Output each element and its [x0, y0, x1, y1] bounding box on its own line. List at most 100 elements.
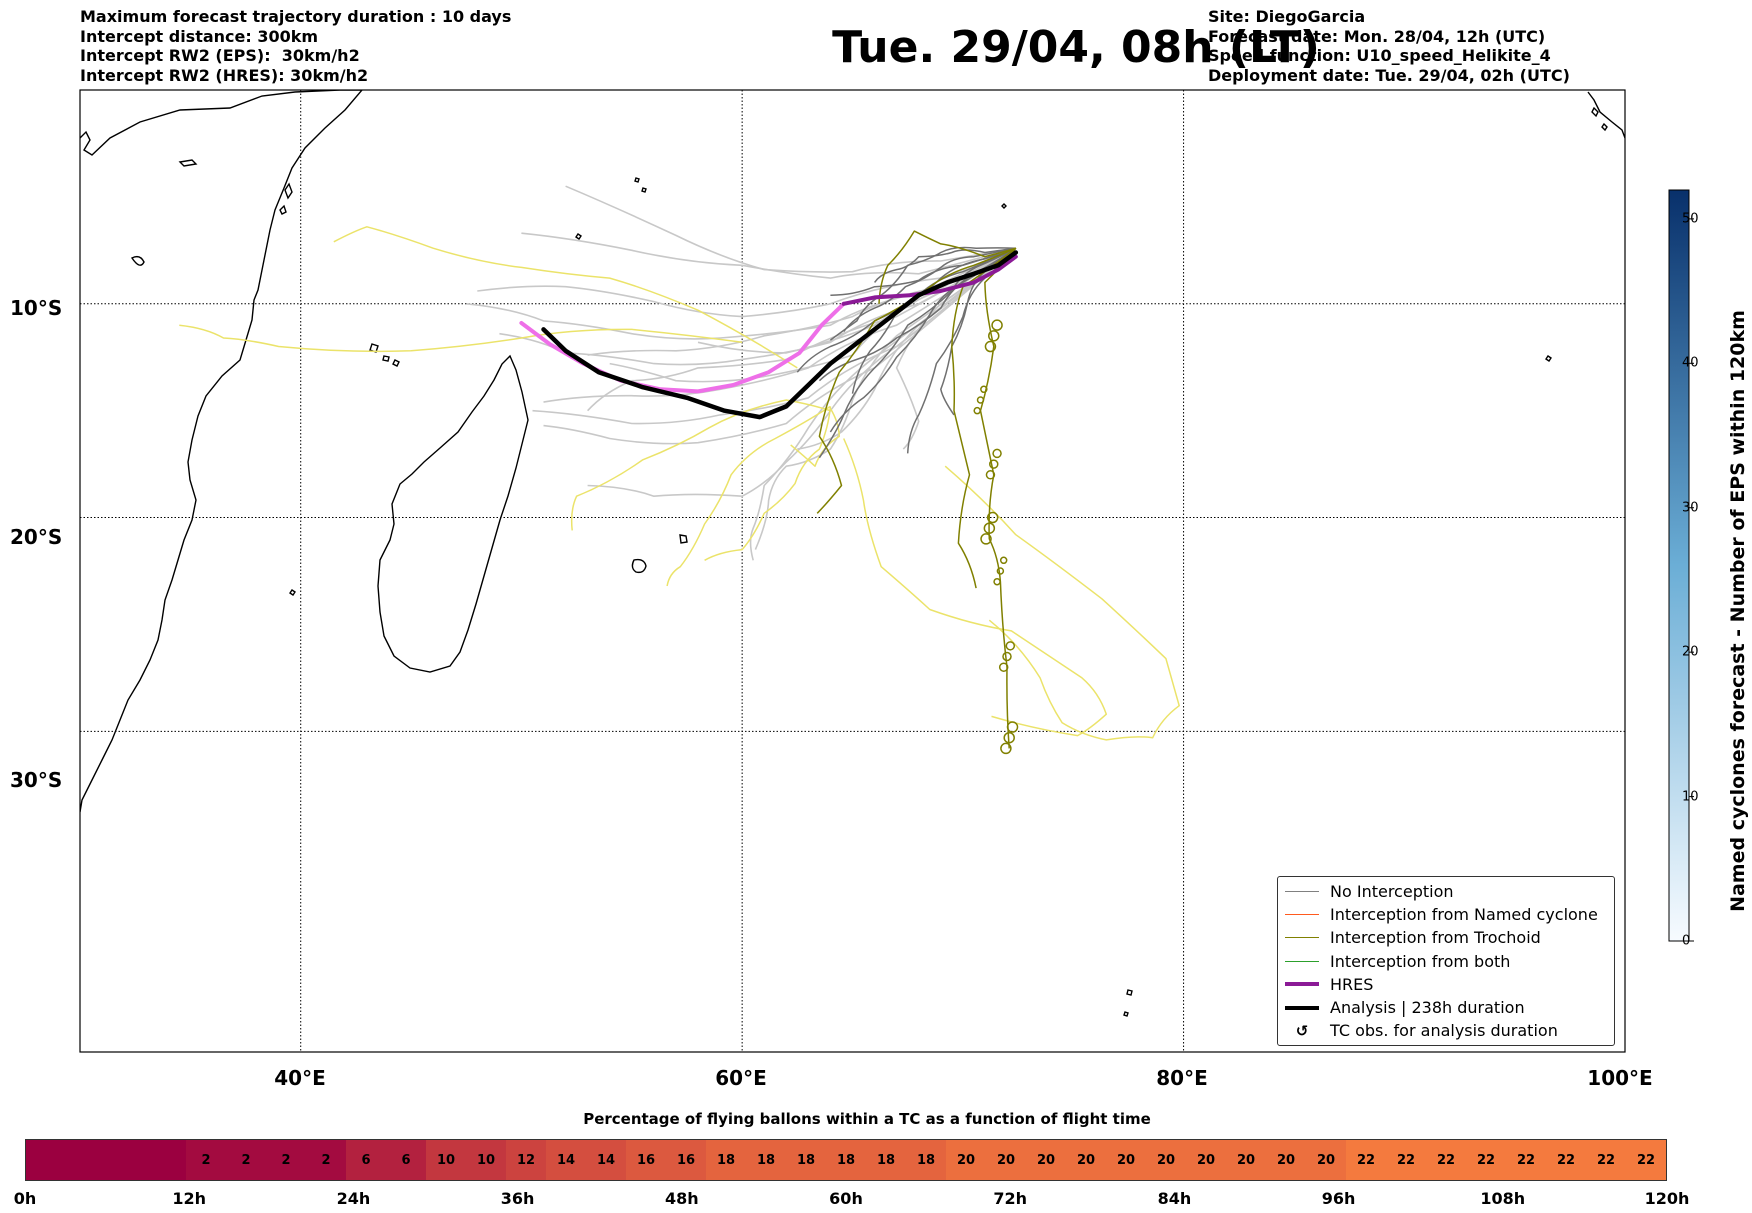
colorbar-tick-label: 20 [1682, 644, 1699, 660]
percentage-cell: 18 [786, 1140, 826, 1180]
percentage-bar-title: Percentage of flying ballons within a TC… [583, 1110, 1151, 1128]
zanzibar-island [279, 182, 293, 215]
percentage-cell: 20 [1146, 1140, 1186, 1180]
legend-swatch [1285, 960, 1319, 962]
analysis-track-line [541, 250, 1019, 420]
colorbar-ticks [1689, 218, 1694, 942]
lon-label-100e: 100°E [1587, 1066, 1653, 1090]
eps-track-dark-4 [818, 247, 1017, 459]
flight-time-label: 12h [172, 1189, 207, 1208]
percentage-cell: 22 [1506, 1140, 1546, 1180]
colorbar-title: Named cyclones forecast - Number of EPS … [1727, 310, 1749, 912]
mauritius-island [679, 534, 688, 544]
graticule [80, 90, 1625, 1052]
flight-time-label: 24h [336, 1189, 371, 1208]
eps-track-light-0 [565, 185, 1016, 273]
percentage-cell: 20 [1266, 1140, 1306, 1180]
mozambique-channel-island [130, 255, 145, 266]
colorbar-tick-label: 10 [1682, 789, 1699, 805]
map-frame [79, 89, 1626, 1053]
trochoid-loop [983, 522, 996, 534]
eps-track-yellow-0 [333, 226, 798, 369]
percentage-cell [146, 1140, 186, 1180]
legend-item-tc-obs: ↺ TC obs. for analysis duration [1295, 1021, 1558, 1041]
cyclone-colorbar [1668, 189, 1690, 942]
eps-track-light-1 [521, 232, 1017, 279]
forecast-date: Forecast date: Mon. 28/04, 12h (UTC) [1208, 26, 1546, 46]
eps-track-yellow-4 [704, 406, 832, 561]
flight-time-label: 0h [13, 1189, 37, 1208]
analysis-track [541, 250, 1019, 420]
percentage-cell: 16 [666, 1140, 706, 1180]
percentage-cell: 20 [1106, 1140, 1146, 1180]
percentage-cell: 6 [386, 1140, 426, 1180]
map-legend: No Interception Interception from Named … [1277, 876, 1615, 1046]
sumatra-islands [1591, 106, 1608, 132]
percentage-cell: 2 [226, 1140, 266, 1180]
bassas-island [289, 589, 296, 596]
colorbar-tick-label: 0 [1682, 933, 1691, 949]
percentage-cell: 22 [1426, 1140, 1466, 1180]
africa-coastline [80, 90, 363, 813]
trochoid-loop [1003, 731, 1015, 744]
percentage-cell: 18 [866, 1140, 906, 1180]
trochoid-loop [999, 556, 1008, 565]
legend-swatch [1285, 937, 1319, 939]
percentage-cell: 20 [1186, 1140, 1226, 1180]
site-name: Site: DiegoGarcia [1208, 7, 1366, 26]
legend-item-both: Interception from both [1278, 950, 1614, 973]
percentage-cell: 10 [466, 1140, 506, 1180]
legend-item-named-cyclone: Interception from Named cyclone [1278, 903, 1614, 926]
percentage-cell: 20 [1066, 1140, 1106, 1180]
lon-label-60e: 60°E [715, 1066, 767, 1090]
percentage-cell: 18 [826, 1140, 866, 1180]
trochoid-loop [976, 396, 985, 404]
trochoid-loop [984, 340, 997, 353]
eps-track-trochoid-3 [878, 230, 1017, 304]
flight-time-label: 84h [1157, 1189, 1192, 1208]
eps-track-yellow-5 [843, 438, 1108, 737]
lon-label-80e: 80°E [1156, 1066, 1208, 1090]
cocos-island [1545, 355, 1552, 362]
forecast-parameters: Maximum forecast trajectory duration : 1… [80, 7, 511, 85]
trochoid-loop [992, 448, 1002, 459]
percentage-bar: 2 2 2 2 6 6 10 10 12 14 14 16 16 18 18 18 18 18 18 20 20 20 20… [25, 1139, 1667, 1181]
seychelles-islands [575, 177, 647, 240]
percentage-cell: 18 [746, 1140, 786, 1180]
percentage-cell: 6 [346, 1140, 386, 1180]
percentage-cell [26, 1140, 66, 1180]
param-intercept-distance: Intercept distance: 300km [80, 26, 319, 46]
flight-time-label: 36h [500, 1189, 535, 1208]
eps-tracks-trochoid-interception [816, 230, 1019, 755]
eps-track-light-5 [543, 247, 1017, 403]
eps-track-trochoid-2 [816, 247, 1017, 514]
legend-swatch [1285, 1005, 1319, 1010]
eps-track-dark-10 [829, 246, 1016, 341]
percentage-cell: 18 [706, 1140, 746, 1180]
percentage-cell: 22 [1346, 1140, 1386, 1180]
percentage-cell: 2 [186, 1140, 226, 1180]
trochoid-loop [980, 385, 988, 394]
trochoid-loop [1002, 651, 1012, 662]
eps-track-light-11 [797, 247, 1017, 450]
site-info: Site: DiegoGarcia Forecast date: Mon. 28… [1208, 7, 1570, 85]
flight-time-label: 96h [1321, 1189, 1356, 1208]
st-paul-island [1126, 989, 1133, 996]
eps-track-yellow-1 [179, 324, 743, 353]
trochoid-loop [986, 511, 999, 524]
percentage-cell: 14 [586, 1140, 626, 1180]
trochoid-loop [980, 533, 992, 545]
percentage-cell [106, 1140, 146, 1180]
lat-label-10s: 10°S [10, 296, 63, 320]
eps-track-yellow-3 [666, 405, 831, 587]
legend-swatch [1285, 914, 1319, 916]
colorbar-tick-label: 50 [1682, 211, 1699, 227]
percentage-cell: 2 [306, 1140, 346, 1180]
percentage-cell: 22 [1586, 1140, 1626, 1180]
reunion-island [631, 558, 647, 574]
sumatra-coastline [1587, 91, 1625, 139]
percentage-cell: 14 [546, 1140, 586, 1180]
trochoid-loop [989, 459, 999, 469]
speed-function: Speed function: U10_speed_Helikite_4 [1208, 46, 1551, 65]
legend-item-trochoid: Interception from Trochoid [1278, 926, 1614, 949]
